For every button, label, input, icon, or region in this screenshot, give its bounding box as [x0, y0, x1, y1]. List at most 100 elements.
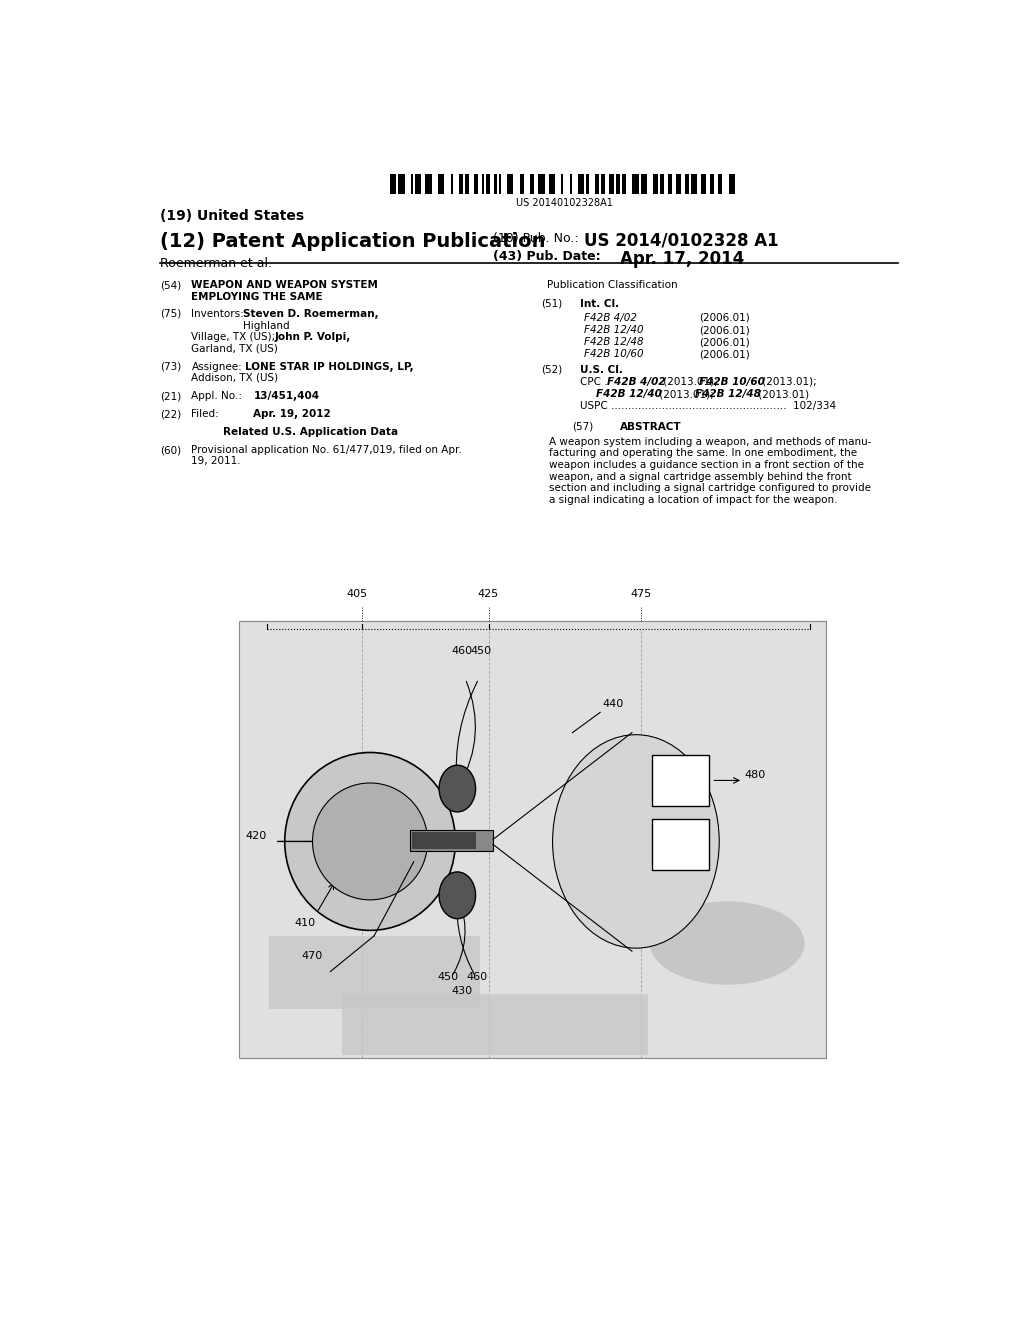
Text: 450: 450 — [437, 972, 459, 982]
Bar — [410, 830, 494, 850]
Bar — [701, 174, 706, 194]
Bar — [652, 818, 709, 870]
Bar — [412, 833, 475, 849]
Text: Inventors:: Inventors: — [191, 309, 245, 319]
Text: (2006.01): (2006.01) — [699, 325, 751, 335]
Text: Filed:: Filed: — [191, 409, 219, 420]
Bar — [710, 174, 714, 194]
Bar — [659, 174, 664, 194]
Text: (2013.01);: (2013.01); — [759, 378, 817, 387]
Text: Provisional application No. 61/477,019, filed on Apr.: Provisional application No. 61/477,019, … — [191, 445, 462, 455]
Bar — [676, 174, 681, 194]
Text: (21): (21) — [160, 391, 181, 401]
Bar — [390, 174, 396, 194]
Text: (2013.01);: (2013.01); — [659, 378, 721, 387]
Text: F42B 10/60: F42B 10/60 — [699, 378, 765, 387]
Text: 470: 470 — [301, 952, 323, 961]
Text: 13/451,404: 13/451,404 — [253, 391, 319, 401]
Bar — [729, 174, 735, 194]
Text: Steven D. Roemerman,: Steven D. Roemerman, — [243, 309, 379, 319]
Bar — [652, 755, 709, 805]
Text: 425: 425 — [477, 589, 499, 598]
Bar — [495, 174, 497, 194]
Text: Apr. 17, 2014: Apr. 17, 2014 — [620, 249, 744, 268]
Circle shape — [553, 735, 719, 948]
Text: F42B 12/48: F42B 12/48 — [585, 338, 644, 347]
Bar — [539, 174, 545, 194]
Ellipse shape — [285, 752, 456, 931]
Text: (54): (54) — [160, 280, 181, 290]
Text: (2006.01): (2006.01) — [699, 313, 751, 323]
Text: F42B 4/02: F42B 4/02 — [585, 313, 637, 323]
Text: 480: 480 — [744, 771, 766, 780]
Text: Assignee:: Assignee: — [191, 362, 243, 372]
Bar — [519, 174, 523, 194]
Bar — [482, 174, 484, 194]
Text: Village, TX (US);: Village, TX (US); — [191, 333, 275, 342]
Text: (57): (57) — [572, 421, 594, 432]
Text: Appl. No.:: Appl. No.: — [191, 391, 243, 401]
Bar — [499, 174, 501, 194]
Bar — [668, 174, 672, 194]
Text: Garland, TX (US): Garland, TX (US) — [191, 343, 279, 354]
Text: 440: 440 — [602, 700, 624, 709]
Bar — [473, 174, 478, 194]
Text: (12) Patent Application Publication: (12) Patent Application Publication — [160, 231, 545, 251]
Text: (22): (22) — [160, 409, 181, 420]
Bar — [425, 174, 432, 194]
Text: 460: 460 — [451, 647, 472, 656]
Bar — [633, 174, 639, 194]
Bar — [615, 174, 620, 194]
Text: LONE STAR IP HOLDINGS, LP,: LONE STAR IP HOLDINGS, LP, — [245, 362, 414, 372]
Bar — [561, 174, 563, 194]
Bar — [465, 174, 469, 194]
Bar — [530, 174, 535, 194]
Text: 410: 410 — [295, 917, 315, 928]
Bar — [601, 174, 605, 194]
Bar — [622, 174, 626, 194]
Bar — [411, 174, 413, 194]
Text: Apr. 19, 2012: Apr. 19, 2012 — [253, 409, 331, 420]
Text: F42B 12/40: F42B 12/40 — [585, 325, 644, 335]
Bar — [718, 174, 722, 194]
Text: Addison, TX (US): Addison, TX (US) — [191, 372, 279, 383]
Bar — [451, 174, 453, 194]
Text: USPC ....................................................  102/334: USPC ...................................… — [581, 401, 837, 412]
Text: (10) Pub. No.:: (10) Pub. No.: — [494, 231, 579, 244]
Bar — [507, 174, 513, 194]
Text: 405: 405 — [346, 589, 368, 598]
Bar — [685, 174, 689, 194]
Text: 420: 420 — [246, 832, 266, 841]
Text: CPC .: CPC . — [581, 378, 614, 387]
Text: 460: 460 — [466, 972, 487, 982]
Text: F42B 12/48: F42B 12/48 — [695, 389, 761, 399]
Text: 475: 475 — [631, 589, 651, 598]
Text: (75): (75) — [160, 309, 181, 319]
Text: 430: 430 — [452, 986, 473, 995]
Bar — [269, 936, 479, 1008]
Ellipse shape — [650, 902, 805, 985]
Text: (2013.01): (2013.01) — [755, 389, 809, 399]
Text: (2006.01): (2006.01) — [699, 350, 751, 359]
Bar — [398, 174, 404, 194]
Text: (19) United States: (19) United States — [160, 210, 304, 223]
Text: Publication Classification: Publication Classification — [547, 280, 678, 290]
Text: (73): (73) — [160, 362, 181, 372]
Bar — [438, 174, 444, 194]
Bar — [342, 994, 648, 1055]
Text: (2006.01): (2006.01) — [699, 338, 751, 347]
Text: U.S. Cl.: U.S. Cl. — [581, 364, 624, 375]
Text: Roemerman et al.: Roemerman et al. — [160, 257, 271, 271]
Text: A weapon system including a weapon, and methods of manu-
facturing and operating: A weapon system including a weapon, and … — [549, 437, 871, 504]
Text: US 20140102328A1: US 20140102328A1 — [516, 198, 613, 209]
Text: John P. Volpi,: John P. Volpi, — [274, 333, 351, 342]
Bar — [486, 174, 490, 194]
Bar — [653, 174, 657, 194]
Text: Highland: Highland — [243, 321, 290, 331]
Text: Int. Cl.: Int. Cl. — [581, 298, 620, 309]
Text: (51): (51) — [541, 298, 562, 309]
Bar — [595, 174, 599, 194]
Bar — [579, 174, 585, 194]
Text: F42B 4/02: F42B 4/02 — [606, 378, 666, 387]
Text: EMPLOYING THE SAME: EMPLOYING THE SAME — [191, 292, 324, 301]
